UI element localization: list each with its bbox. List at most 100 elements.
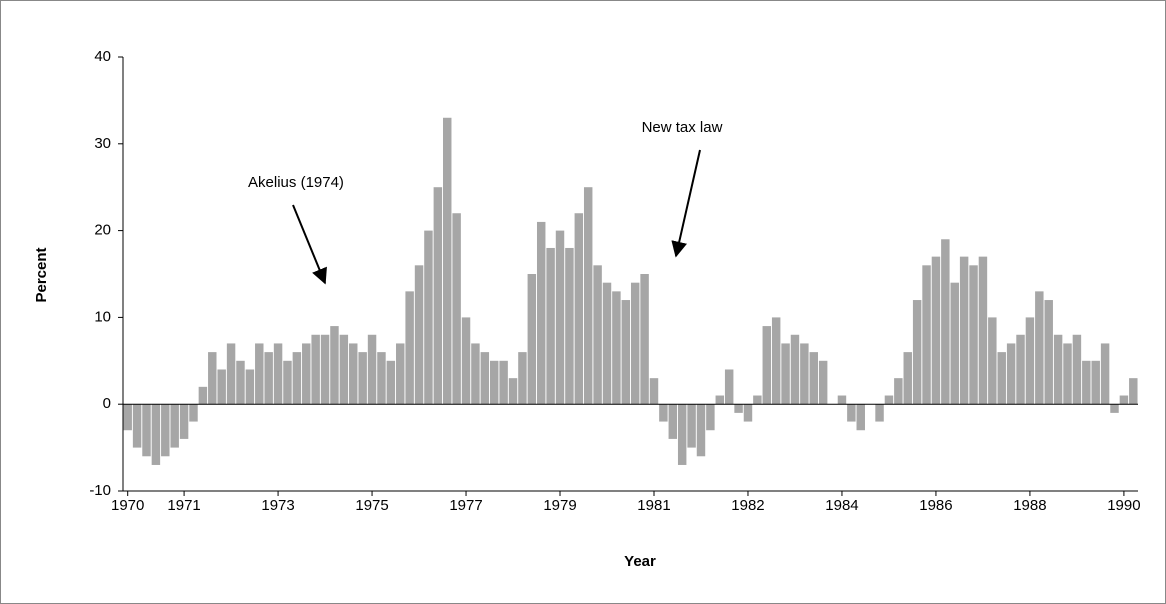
x-axis-title: Year xyxy=(624,553,656,570)
y-tick-label: -10 xyxy=(89,482,111,499)
x-tick-label: 1981 xyxy=(637,497,670,514)
bar xyxy=(1091,360,1100,405)
bar xyxy=(236,360,245,405)
x-tick-label: 1975 xyxy=(355,497,388,514)
bar xyxy=(489,360,499,405)
bar xyxy=(1082,360,1091,405)
annotation: New tax law xyxy=(642,119,723,136)
bar xyxy=(1129,378,1138,405)
bar xyxy=(377,352,386,405)
bar xyxy=(424,230,433,405)
bar xyxy=(396,343,405,405)
bar xyxy=(443,117,452,405)
bar xyxy=(884,395,894,405)
bar xyxy=(527,274,537,405)
bar xyxy=(659,404,668,422)
bar xyxy=(978,256,988,405)
bar xyxy=(1119,395,1129,405)
bar xyxy=(471,343,480,405)
bar xyxy=(555,230,565,405)
y-axis-title: Percent xyxy=(33,247,50,302)
bar xyxy=(753,395,762,405)
bar xyxy=(1016,334,1025,405)
bar xyxy=(508,378,518,405)
bar xyxy=(217,369,226,405)
bar xyxy=(189,404,198,422)
annotation-arrow xyxy=(671,149,701,258)
bar xyxy=(151,404,161,465)
bar xyxy=(706,404,715,431)
bar xyxy=(687,404,696,448)
bar xyxy=(762,326,772,405)
x-tick-label: 1984 xyxy=(825,497,858,514)
bar xyxy=(1110,404,1119,413)
bar xyxy=(1025,317,1035,405)
bar xyxy=(903,352,912,405)
bar xyxy=(771,317,781,405)
bar xyxy=(1063,343,1072,405)
bar xyxy=(941,239,950,405)
bar xyxy=(593,265,602,405)
bar xyxy=(743,404,753,422)
bar xyxy=(1006,343,1016,405)
bar xyxy=(452,213,461,405)
bar xyxy=(302,343,311,405)
bar xyxy=(950,282,959,405)
bar xyxy=(1100,343,1110,405)
bar xyxy=(226,343,236,405)
bar xyxy=(1072,334,1082,405)
bar xyxy=(959,256,969,405)
bar xyxy=(161,404,170,457)
bar xyxy=(386,360,396,405)
bar xyxy=(583,187,593,405)
bar xyxy=(781,343,790,405)
bar xyxy=(602,282,612,405)
x-tick-label: 1986 xyxy=(919,497,952,514)
bar xyxy=(480,352,490,405)
bar xyxy=(734,404,743,413)
bar xyxy=(724,369,734,405)
bar xyxy=(358,352,367,405)
bar xyxy=(499,360,508,405)
bar xyxy=(208,352,217,405)
bar xyxy=(630,282,640,405)
bar xyxy=(1035,291,1044,405)
x-tick-label: 1973 xyxy=(261,497,294,514)
x-tick-label: 1982 xyxy=(731,497,764,514)
x-tick-label: 1979 xyxy=(543,497,576,514)
bar xyxy=(198,386,208,405)
bar xyxy=(912,300,922,405)
bar xyxy=(367,334,377,405)
bar xyxy=(123,404,132,431)
y-tick-label: 10 xyxy=(94,308,111,325)
bar xyxy=(931,256,941,405)
bar xyxy=(696,404,706,457)
x-tick-label: 1988 xyxy=(1013,497,1046,514)
bar xyxy=(809,352,818,405)
bar xyxy=(179,404,189,439)
bar xyxy=(1053,334,1063,405)
x-tick-label: 1990 xyxy=(1107,497,1140,514)
bar xyxy=(574,213,584,405)
bar xyxy=(715,395,725,405)
y-tick-label: 40 xyxy=(94,48,111,65)
bar xyxy=(640,274,649,405)
bar xyxy=(461,317,471,405)
bar xyxy=(414,265,424,405)
bar xyxy=(546,247,555,405)
bar xyxy=(518,352,527,405)
bar xyxy=(142,404,151,457)
bar xyxy=(856,404,865,431)
bar xyxy=(847,404,856,422)
bar xyxy=(245,369,255,405)
bar xyxy=(922,265,931,405)
bar xyxy=(536,221,546,405)
bar xyxy=(649,378,659,405)
bar xyxy=(612,291,621,405)
bar xyxy=(339,334,349,405)
y-tick-label: 0 xyxy=(103,395,111,412)
bar xyxy=(292,352,302,405)
y-tick-label: 20 xyxy=(94,222,111,239)
bar xyxy=(800,343,809,405)
bar xyxy=(997,352,1006,405)
